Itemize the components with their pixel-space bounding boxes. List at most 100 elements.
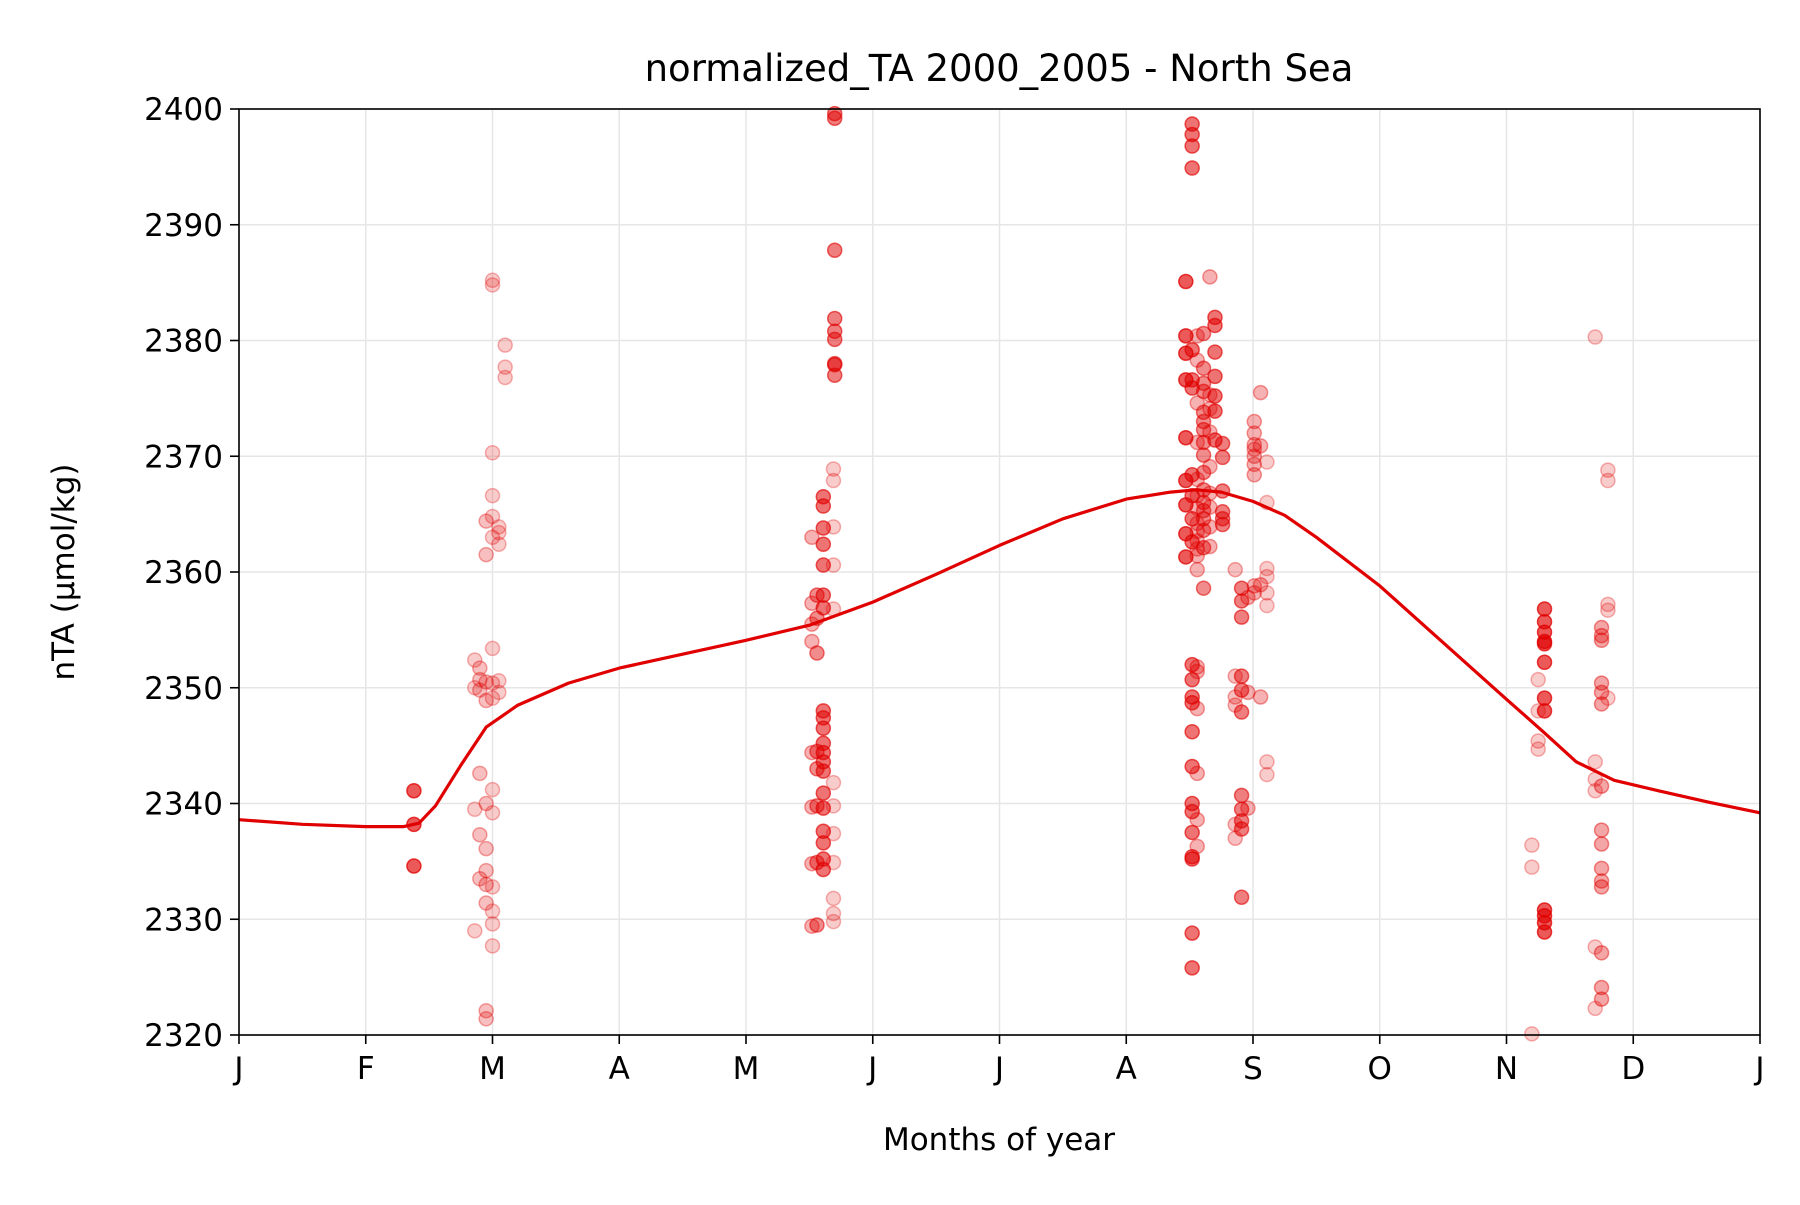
- data-point: [478, 862, 494, 879]
- data-point: [1184, 824, 1200, 841]
- y-tick-label: 2380: [144, 324, 223, 360]
- data-point: [1536, 654, 1553, 671]
- data-point: [815, 498, 832, 514]
- trend-line: [238, 488, 1761, 829]
- data-point: [1184, 803, 1200, 820]
- y-tick-label: 2370: [144, 439, 223, 475]
- data-point: [1195, 325, 1212, 342]
- data-point: [1246, 467, 1263, 483]
- data-point: [1587, 754, 1603, 770]
- data-point: [1259, 454, 1275, 470]
- data-point: [491, 519, 507, 535]
- data-point: [826, 367, 843, 383]
- data-point: [1227, 561, 1244, 578]
- data-point: [1600, 596, 1616, 613]
- y-axis-label: nTA (µmol/kg): [46, 464, 82, 681]
- data-point: [1233, 787, 1250, 804]
- data-point: [825, 890, 842, 907]
- y-tick-label: 2350: [144, 671, 223, 707]
- data-point: [1195, 580, 1212, 596]
- data-point: [1593, 696, 1610, 712]
- data-point: [1246, 578, 1263, 594]
- data-point: [472, 765, 488, 782]
- data-point: [1184, 671, 1200, 688]
- data-point: [484, 879, 501, 895]
- data-point: [491, 684, 507, 701]
- data-point: [1587, 939, 1603, 955]
- data-point: [1202, 269, 1218, 285]
- data-point: [467, 801, 483, 818]
- data-point: [1184, 467, 1200, 483]
- data-point: [497, 369, 513, 386]
- data-point: [1246, 585, 1263, 601]
- data-point: [1593, 627, 1610, 644]
- data-point: [1530, 671, 1546, 688]
- data-point: [815, 800, 832, 816]
- data-point: [825, 472, 842, 489]
- data-point: [1246, 441, 1263, 458]
- data-point: [1189, 700, 1205, 717]
- data-point: [1189, 811, 1205, 828]
- data-point: [825, 825, 842, 842]
- x-tick-label: O: [1368, 1051, 1392, 1087]
- data-point: [484, 487, 501, 504]
- data-point: [484, 938, 501, 954]
- x-tick-label: J: [993, 1051, 1004, 1087]
- y-tick-label: 2320: [144, 1018, 223, 1054]
- data-point: [1184, 851, 1200, 867]
- data-point: [1189, 838, 1205, 855]
- data-point: [1593, 822, 1610, 838]
- data-point: [478, 840, 494, 857]
- x-tick-label: D: [1621, 1051, 1645, 1087]
- data-point: [825, 913, 842, 930]
- data-point: [478, 513, 494, 529]
- data-point: [1184, 342, 1200, 358]
- data-point: [1189, 663, 1205, 680]
- data-point: [1189, 765, 1205, 782]
- data-point: [1593, 860, 1610, 877]
- data-point: [478, 876, 494, 893]
- data-point: [1600, 690, 1616, 706]
- data-point: [1184, 723, 1200, 740]
- data-point: [1536, 601, 1553, 617]
- data-point: [809, 645, 825, 661]
- x-tick-label: M: [733, 1051, 760, 1087]
- data-point: [484, 277, 501, 293]
- data-point: [826, 110, 843, 127]
- data-point: [825, 774, 842, 791]
- data-point: [1184, 138, 1200, 154]
- data-point: [484, 916, 501, 932]
- data-point: [406, 858, 422, 874]
- data-point: [1207, 344, 1223, 360]
- data-point: [826, 310, 843, 327]
- data-point: [478, 1002, 494, 1019]
- data-point: [1189, 659, 1205, 675]
- data-point: [1240, 589, 1256, 606]
- x-tick-label: S: [1243, 1051, 1263, 1087]
- data-point: [1593, 979, 1610, 996]
- data-point: [1259, 597, 1275, 614]
- data-point: [809, 917, 825, 933]
- x-tick-label: J: [1753, 1051, 1764, 1087]
- data-point: [815, 720, 832, 737]
- data-point: [484, 640, 501, 657]
- data-point: [1202, 499, 1218, 515]
- data-point: [484, 445, 501, 461]
- data-point: [1233, 704, 1250, 720]
- x-tick-label: A: [1116, 1051, 1137, 1087]
- data-point: [472, 827, 488, 843]
- data-point: [1195, 511, 1212, 527]
- data-point: [1259, 568, 1275, 585]
- data-point: [497, 359, 513, 375]
- data-point: [825, 854, 842, 871]
- data-point: [1195, 421, 1212, 438]
- data-point: [406, 783, 422, 799]
- data-point: [815, 861, 832, 878]
- data-point: [1184, 160, 1200, 176]
- data-point: [815, 785, 832, 801]
- y-tick-label: 2390: [144, 208, 223, 244]
- data-point: [815, 587, 832, 603]
- data-point: [1184, 925, 1200, 941]
